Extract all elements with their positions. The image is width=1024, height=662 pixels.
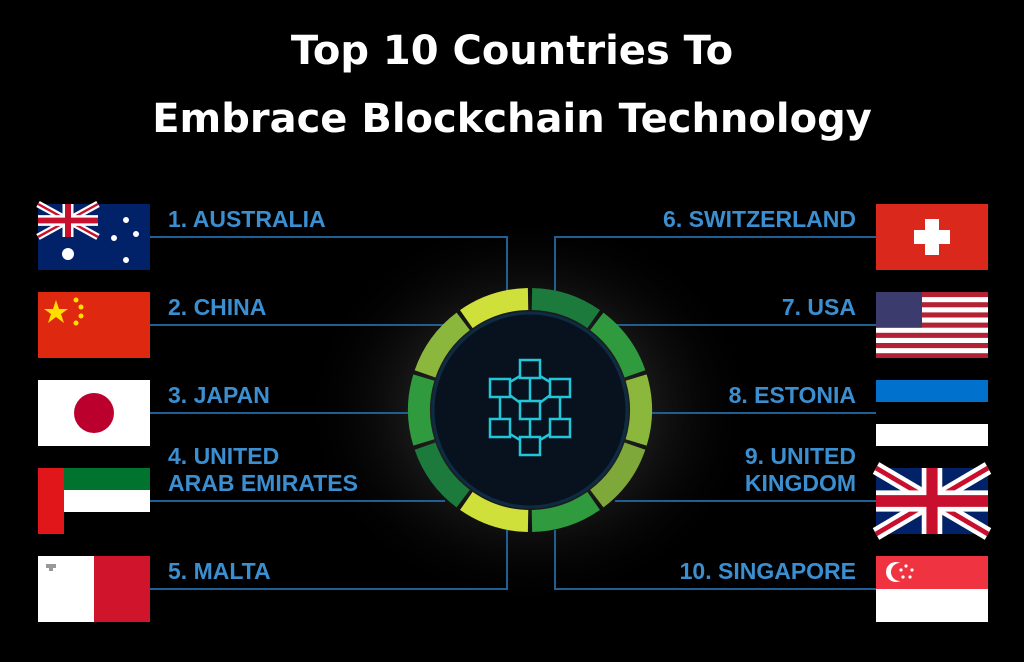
- country-labels: 1. AUSTRALIA 2. CHINA 3. JAPAN 4. UNITEDARA…: [168, 206, 856, 584]
- flag-china-part: [78, 304, 84, 310]
- flag-uk: [876, 468, 988, 534]
- connectors: [150, 236, 876, 590]
- flag-usa-part: [876, 292, 988, 358]
- ring-segment: [589, 312, 646, 378]
- flag-singapore-part: [908, 575, 912, 579]
- flag-china-part: [78, 313, 84, 319]
- flag-switzerland-part: [914, 230, 950, 244]
- country-label: 8. ESTONIA: [729, 382, 856, 408]
- flag-estonia-part: [876, 402, 988, 424]
- flag-usa-part-part: [876, 292, 988, 298]
- flag-uae-part: [38, 468, 150, 490]
- flag-usa: [876, 292, 988, 358]
- flag-malta-part: [94, 556, 150, 622]
- country-label: 6. SWITZERLAND: [663, 206, 856, 232]
- flag-uae-part: [38, 468, 64, 534]
- ring-segment: [460, 288, 529, 329]
- flag-japan: [38, 380, 150, 446]
- flag-japan-part: [74, 393, 114, 433]
- flag-estonia-part: [876, 380, 988, 402]
- flag-china-part: [44, 300, 68, 323]
- flag-usa-part: [876, 292, 922, 328]
- country-label: 10. SINGAPORE: [680, 558, 856, 584]
- flag-singapore-part: [901, 575, 905, 579]
- flag-malta: [38, 556, 150, 622]
- flag-singapore: [876, 556, 988, 622]
- flag-australia-part: [62, 248, 74, 260]
- blockchain-icon-part: [518, 399, 542, 421]
- country-label: KINGDOM: [745, 470, 856, 496]
- flag-australia-part: [133, 231, 139, 237]
- flag-uae-part: [38, 490, 150, 512]
- flag-china: [38, 292, 150, 358]
- blockchain-icon-part: [488, 417, 512, 439]
- title-line: Embrace Blockchain Technology: [152, 96, 872, 142]
- blockchain-icon-part: [548, 417, 572, 439]
- blockchain-icon-part: [498, 368, 562, 448]
- flag-australia-part: [123, 217, 129, 223]
- flag-singapore-part: [904, 564, 908, 568]
- ring-segment: [589, 442, 646, 508]
- flag-usa-part-part: [876, 302, 988, 308]
- ring-segment: [531, 288, 600, 329]
- country-label: 4. UNITED: [168, 443, 279, 469]
- flag-estonia: [876, 380, 988, 446]
- flag-australia-part: [123, 257, 129, 263]
- ring-segment: [625, 374, 652, 446]
- connectors-part: [554, 530, 876, 590]
- flag-china-part: [73, 320, 79, 326]
- blockchain-icon-part: [548, 377, 572, 399]
- flag-australia: [38, 204, 150, 270]
- flag-australia-part: [38, 204, 98, 237]
- flag-singapore-part: [899, 568, 903, 572]
- flag-singapore-part: [910, 568, 914, 572]
- ring-segment: [531, 491, 600, 532]
- flag-china-part: [38, 292, 150, 358]
- country-label: 7. USA: [782, 294, 856, 320]
- connectors-part: [150, 530, 508, 590]
- flag-switzerland: [876, 204, 988, 270]
- blockchain-icon-part: [488, 377, 512, 399]
- flag-uae: [38, 468, 150, 534]
- blockchain-icon-part: [518, 358, 542, 380]
- ring-segment: [414, 312, 471, 378]
- title-line: Top 10 Countries To: [291, 28, 733, 74]
- country-label: 2. CHINA: [168, 294, 266, 320]
- flag-china-part: [73, 297, 79, 303]
- flag-uk-part: [876, 468, 988, 534]
- country-label: 9. UNITED: [745, 443, 856, 469]
- blockchain-icon: [488, 358, 572, 457]
- flag-singapore-part: [876, 589, 988, 622]
- flag-usa-part-part: [876, 322, 988, 328]
- flag-usa-part-part: [876, 343, 988, 349]
- blockchain-icon-part: [518, 435, 542, 457]
- flag-usa-part-part: [876, 312, 988, 318]
- connectors-part: [150, 236, 508, 292]
- ring-segment: [414, 442, 471, 508]
- ring-segment: [408, 374, 435, 446]
- title: Top 10 Countries To Embrace Blockchain T…: [152, 28, 872, 142]
- connectors-part: [554, 236, 876, 292]
- country-label: ARAB EMIRATES: [168, 470, 358, 496]
- country-label: 1. AUSTRALIA: [168, 206, 326, 232]
- flag-usa-part-part: [876, 353, 988, 358]
- ring-segment: [460, 491, 529, 532]
- flag-malta-part: [46, 564, 56, 571]
- flag-estonia-part: [876, 424, 988, 446]
- flag-usa-part-part: [876, 332, 988, 338]
- flag-uae-part: [38, 512, 150, 534]
- flag-australia-part: [111, 235, 117, 241]
- country-label: 5. MALTA: [168, 558, 271, 584]
- country-label: 3. JAPAN: [168, 382, 270, 408]
- ring: [408, 288, 652, 532]
